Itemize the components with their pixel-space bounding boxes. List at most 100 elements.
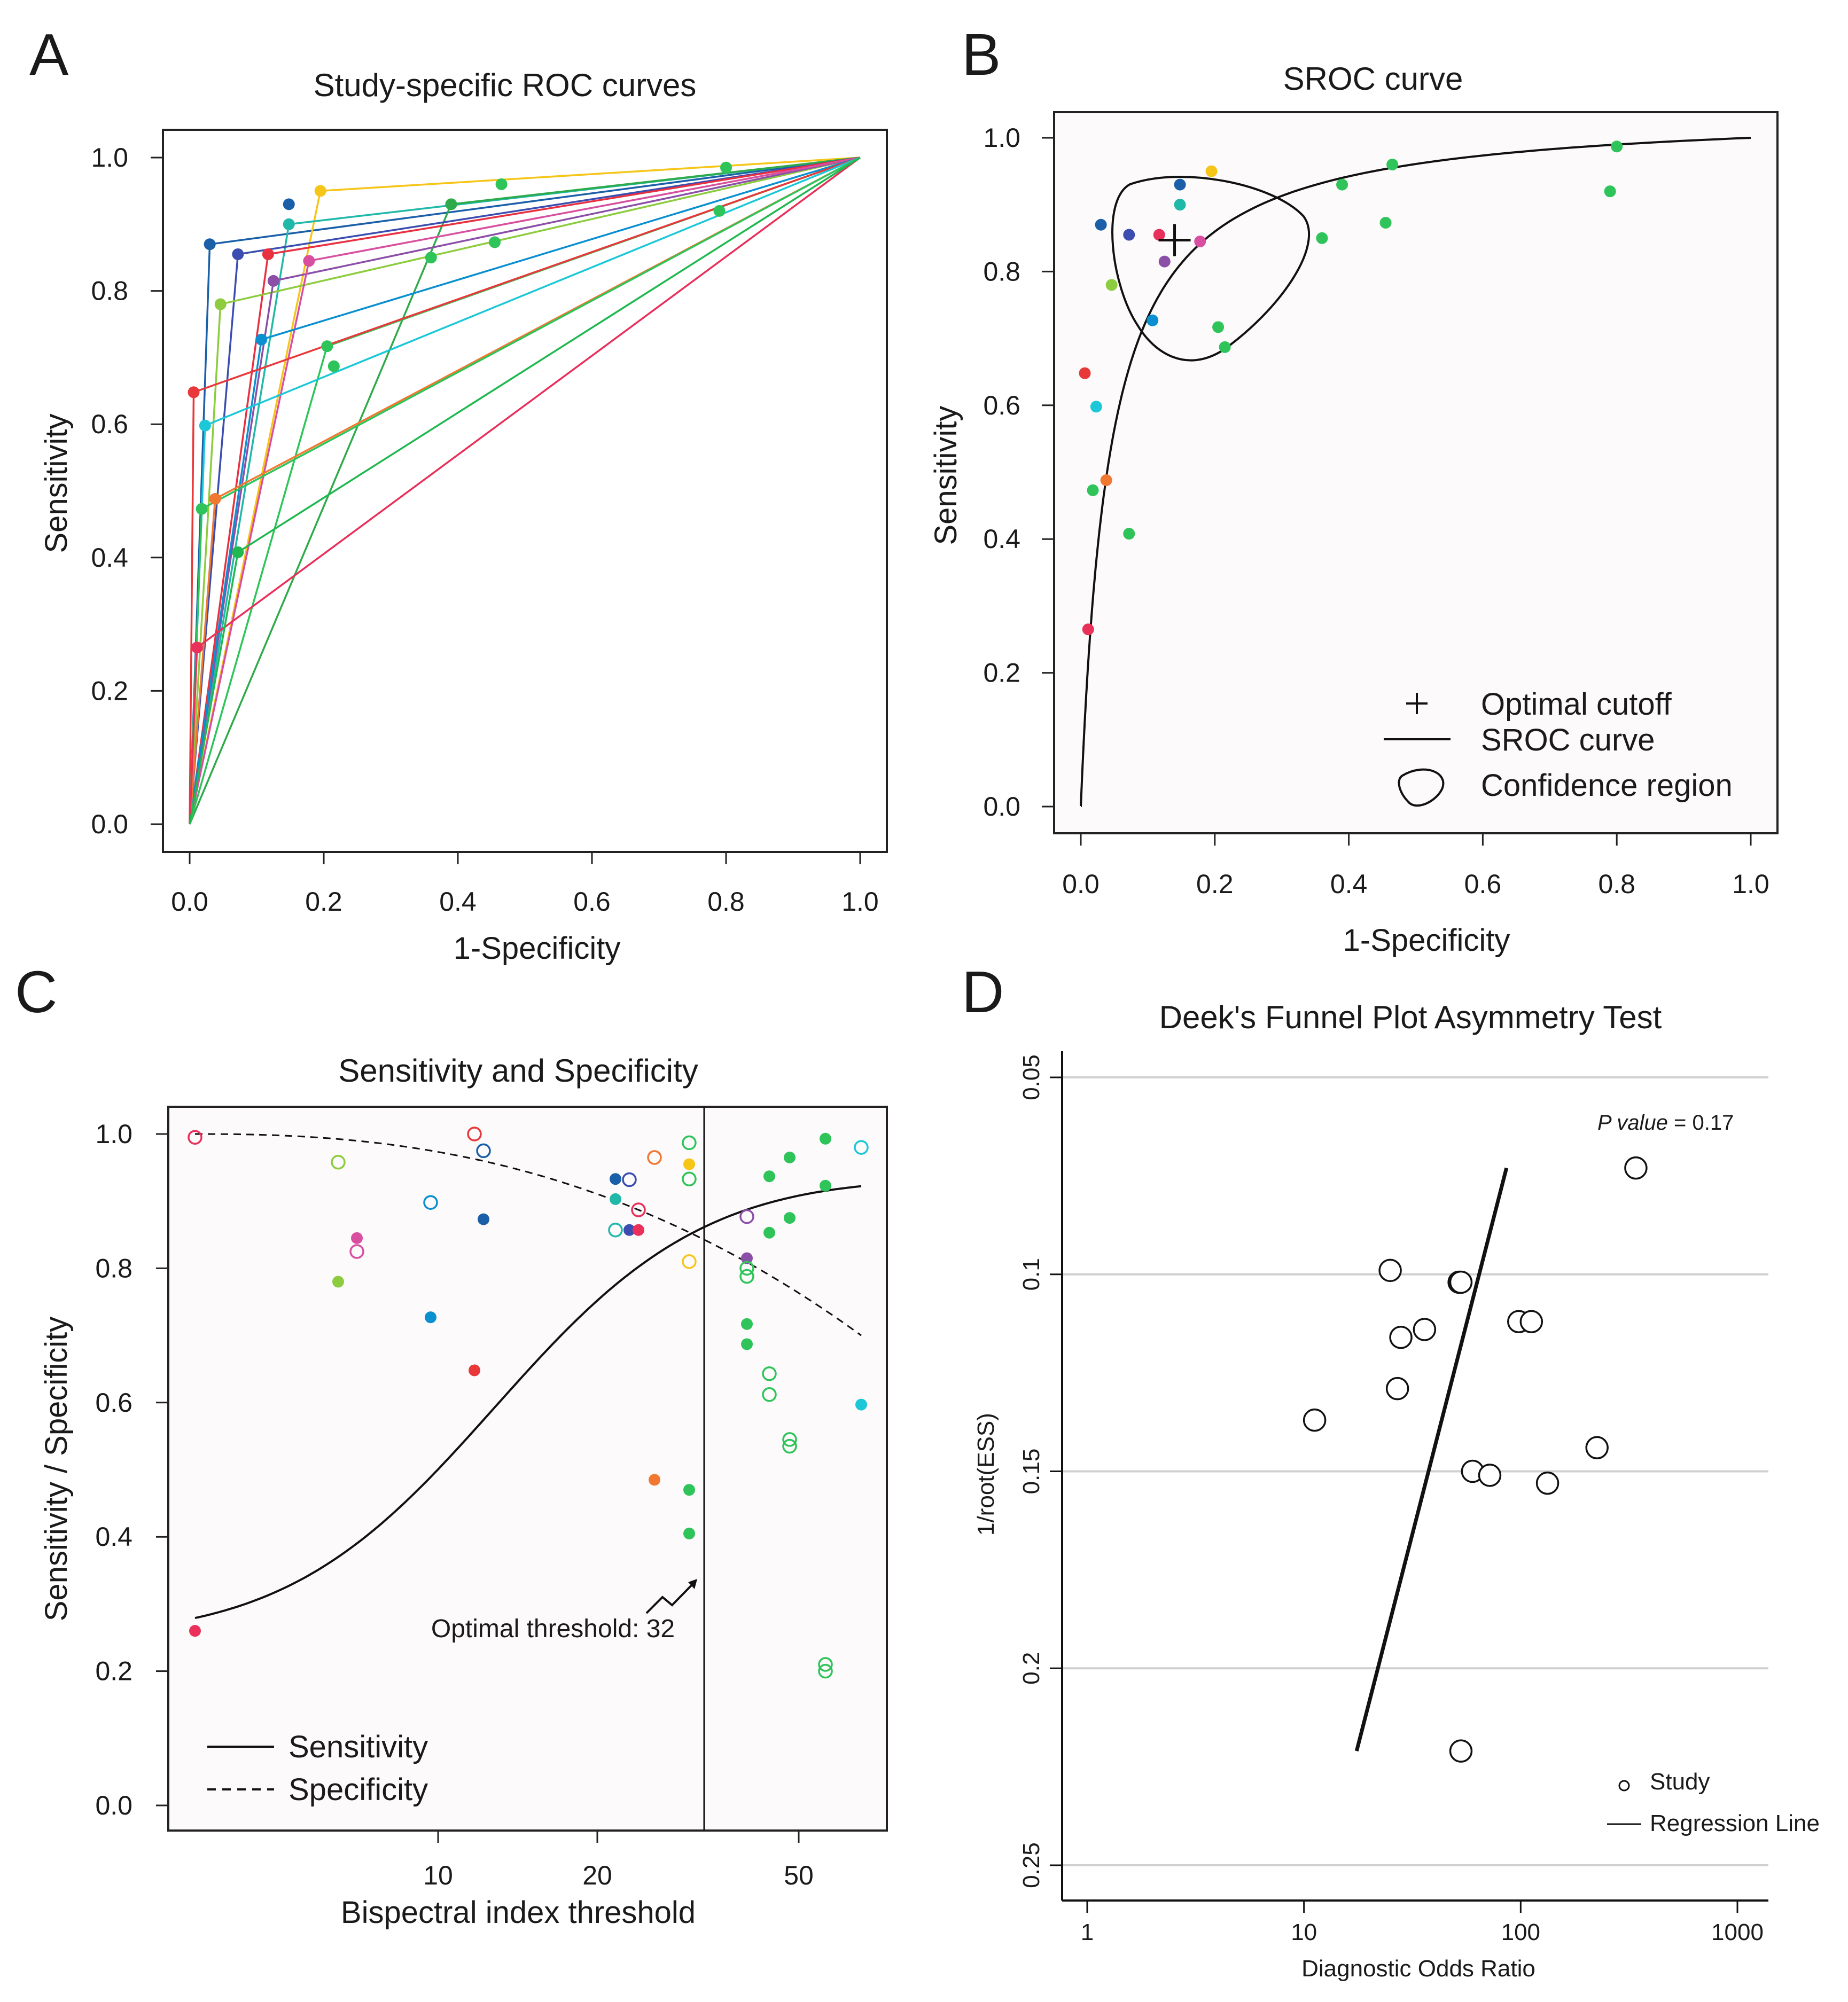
panel-a-xtick-label: 0.8 [707, 887, 745, 917]
roc-point [283, 198, 295, 210]
specificity-point [467, 1127, 482, 1141]
roc-point [191, 642, 203, 654]
panel-d-ticks: 0.05 0.1 0.15 0.2 0.25 1 10 100 1000 [1018, 1054, 1764, 1945]
sroc-study-point [1219, 341, 1231, 353]
panel-b-plot-frame [1053, 111, 1779, 834]
funnel-study-point [1389, 1326, 1413, 1349]
panel-c-ytick-label: 0.0 [95, 1790, 132, 1820]
sroc-study-point [1087, 484, 1099, 496]
panel-a-xtick-label: 1.0 [841, 887, 879, 917]
panel-c-ylabel: Sensitivity / Specificity [39, 1317, 74, 1622]
sroc-study-point [1147, 314, 1159, 326]
legend-study-label: Study [1650, 1769, 1710, 1795]
p-value-label-name: P value [1597, 1111, 1668, 1135]
specificity-point [739, 1269, 754, 1284]
panel-a-title: Study-specific ROC curves [314, 67, 697, 103]
sensitivity-point [478, 1213, 489, 1225]
specificity-point [188, 1130, 202, 1145]
panel-d-xtick-label: 1 [1081, 1919, 1094, 1945]
panel-c-xtick-label: 20 [582, 1860, 612, 1890]
sensitivity-point [425, 1311, 436, 1324]
panel-b-xtick-label: 1.0 [1732, 869, 1769, 899]
sroc-study-point [1105, 279, 1118, 291]
legend-region-label: Confidence region [1481, 768, 1733, 803]
panel-b-points [1079, 140, 1623, 636]
panel-a-ytick-label: 0.8 [91, 276, 128, 306]
roc-point [328, 360, 340, 372]
roc-point [489, 236, 501, 248]
roc-point [262, 248, 274, 260]
specificity-point [423, 1195, 438, 1210]
roc-point [321, 340, 333, 353]
roc-point [267, 275, 279, 287]
panel-b-ytick-label: 0.8 [983, 256, 1020, 286]
panel-a-roc-points [188, 161, 732, 654]
sensitivity-curve [194, 1185, 862, 1620]
roc-point [209, 492, 221, 505]
legend-line-label: Regression Line [1650, 1810, 1820, 1836]
threshold-arrow-head [688, 1579, 697, 1589]
roc-point [214, 298, 227, 310]
specificity-point [647, 1150, 662, 1165]
specificity-point [818, 1663, 833, 1679]
sensitivity-point [351, 1232, 363, 1244]
panel-a-ytick-label: 0.2 [91, 676, 128, 706]
legend-cutoff-label: Optimal cutoff [1481, 687, 1672, 722]
panel-a-ylabel: Sensitivity [39, 413, 74, 553]
roc-point [314, 185, 326, 197]
panel-a-xlabel: 1-Specificity [454, 931, 621, 966]
funnel-study-point [1303, 1408, 1327, 1432]
sroc-study-point [1158, 255, 1171, 268]
sroc-study-point [1316, 232, 1328, 244]
panel-a-xtick-label: 0.6 [573, 887, 611, 917]
specificity-point [818, 1657, 833, 1672]
sroc-study-point [1604, 185, 1616, 198]
sroc-study-point [1212, 321, 1225, 333]
funnel-study-point [1519, 1310, 1543, 1333]
roc-point [445, 198, 457, 210]
panel-d-title: Deek's Funnel Plot Asymmetry Test [1159, 999, 1662, 1035]
panel-b-legend: Optimal cutoff SROC curve Confidence reg… [1384, 687, 1733, 807]
panel-a-xtick-label: 0.2 [305, 887, 342, 917]
sensitivity-point [469, 1364, 480, 1377]
sroc-study-point [1090, 401, 1102, 413]
specificity-point [682, 1254, 697, 1269]
panel-b-ytick-label: 0.0 [983, 792, 1020, 822]
roc-point [303, 255, 315, 267]
specificity-point [739, 1209, 754, 1224]
panel-d-ytick-label: 0.2 [1018, 1652, 1044, 1685]
panel-c-letter: C [15, 959, 57, 1025]
sensitivity-point [683, 1158, 695, 1170]
sroc-study-point [1174, 199, 1186, 211]
panel-a-plot-frame [162, 129, 888, 853]
funnel-study-point [1378, 1258, 1402, 1282]
panel-d-xlabel: Diagnostic Odds Ratio [1301, 1956, 1535, 1982]
sroc-study-point [1095, 218, 1107, 231]
panel-b-xtick-label: 0.4 [1330, 869, 1368, 899]
funnel-study-point [1385, 1377, 1409, 1401]
sroc-study-point [1123, 229, 1135, 241]
funnel-study-point [1478, 1464, 1502, 1487]
panel-c-title: Sensitivity and Specificity [338, 1053, 698, 1089]
legend-study-symbol [1618, 1780, 1630, 1792]
sensitivity-point [189, 1625, 201, 1637]
specificity-point [739, 1261, 754, 1276]
sensitivity-point [855, 1398, 867, 1411]
panel-d-points [1303, 1156, 1648, 1763]
roc-point [204, 238, 216, 251]
panel-a-letter: A [29, 22, 69, 88]
legend-sensitivity-label: Sensitivity [288, 1730, 428, 1764]
sroc-study-point [1379, 217, 1392, 229]
funnel-study-point [1413, 1318, 1437, 1341]
sensitivity-point [784, 1212, 796, 1224]
panel-c-ytick-label: 0.6 [95, 1388, 132, 1418]
sensitivity-point [741, 1338, 753, 1350]
legend-region-symbol [1398, 768, 1445, 807]
panel-d-ytick-label: 0.1 [1018, 1258, 1044, 1291]
specificity-point [762, 1366, 777, 1381]
optimal-threshold-label: Optimal threshold: 32 [431, 1615, 675, 1643]
specificity-point [631, 1202, 646, 1217]
specificity-curve [195, 1133, 862, 1336]
panel-d-xtick-label: 100 [1501, 1919, 1540, 1945]
